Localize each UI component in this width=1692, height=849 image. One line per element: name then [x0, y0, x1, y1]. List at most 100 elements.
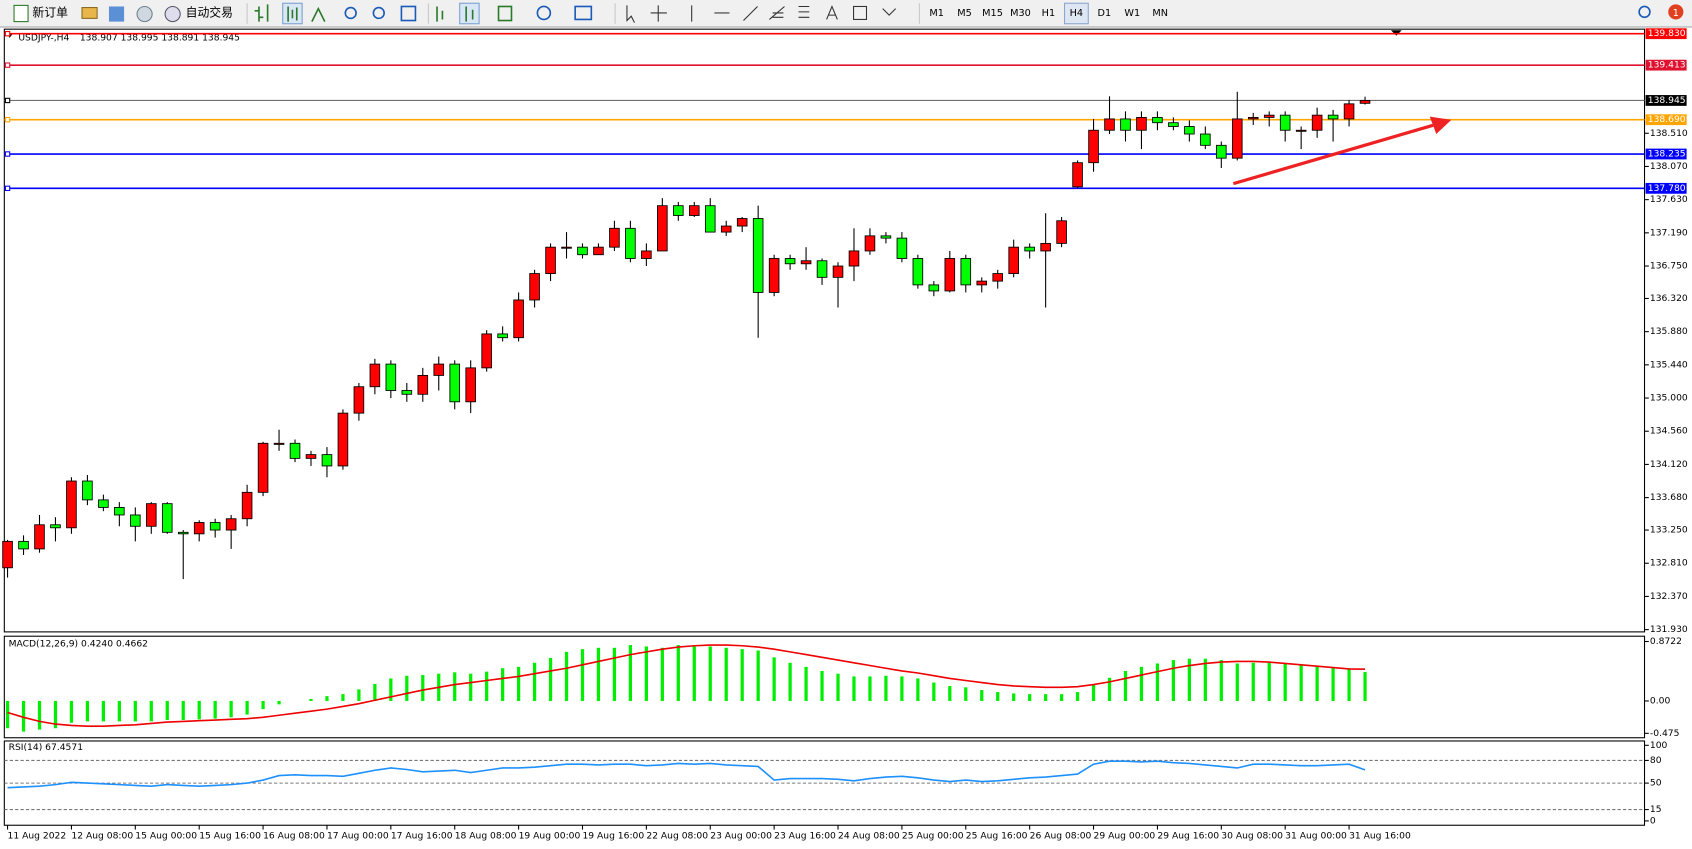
tool-icons[interactable]	[254, 2, 593, 25]
icon[interactable]	[287, 6, 298, 22]
signal-line	[7, 644, 1366, 727]
y-tick-label: 100	[1650, 740, 1668, 751]
icon[interactable]	[311, 6, 326, 22]
icon[interactable]	[436, 6, 444, 22]
candle-body	[433, 363, 445, 376]
candle-body	[673, 205, 684, 216]
y-tick-label: 131.930	[1650, 624, 1688, 635]
candle-body	[784, 258, 796, 265]
notification-count[interactable]: 1	[1673, 8, 1679, 19]
candle-body	[241, 491, 253, 520]
candle-body	[257, 442, 269, 493]
candle-body	[1200, 133, 1211, 146]
candle-body	[976, 280, 988, 286]
cursor-icon[interactable]	[626, 5, 635, 23]
candle-body	[1343, 103, 1355, 120]
candle-body	[18, 540, 29, 550]
timeframe-button[interactable]: W1	[1124, 8, 1140, 19]
auto-trading-button[interactable]: 自动交易	[186, 5, 233, 19]
indicator-title: MACD(12,26,9) 0.4240 0.4662	[9, 638, 148, 649]
icon[interactable]	[372, 6, 385, 20]
candle-body	[657, 205, 668, 252]
active-timeframe[interactable]	[1063, 2, 1089, 25]
candle-body	[465, 367, 476, 403]
icon[interactable]	[136, 5, 153, 23]
candle-body	[816, 260, 828, 278]
candle-body	[481, 333, 492, 369]
timeframe-button[interactable]: M15	[982, 8, 1003, 19]
candle-body	[880, 235, 892, 239]
level-anchor	[4, 97, 11, 104]
candle-body	[641, 250, 652, 259]
timeframe-button[interactable]: H1	[1042, 8, 1055, 19]
candle-body	[912, 258, 924, 286]
new-order-icon[interactable]	[13, 4, 29, 23]
y-tick-label: -0.475	[1650, 728, 1680, 739]
candle-body	[369, 363, 381, 388]
x-tick-label: 17 Aug 16:00	[391, 831, 453, 842]
candle-body	[1024, 246, 1035, 252]
x-tick-label: 26 Aug 08:00	[1030, 831, 1092, 842]
candle-body	[1311, 114, 1323, 131]
auto-trading-icon[interactable]	[164, 5, 181, 23]
shapes-icon[interactable]	[882, 8, 897, 16]
candle-body	[1088, 129, 1099, 164]
timeframe-button[interactable]: D1	[1098, 8, 1112, 19]
y-tick-label: 135.440	[1650, 359, 1688, 370]
icon[interactable]	[574, 5, 593, 21]
rsi-line	[7, 760, 1366, 789]
candle-body	[177, 531, 189, 535]
level-label: 138.235	[1648, 149, 1686, 160]
icon[interactable]	[465, 6, 474, 22]
x-tick-label: 29 Aug 16:00	[1157, 831, 1219, 842]
icon[interactable]	[536, 5, 552, 21]
y-tick-label: 133.680	[1650, 492, 1688, 503]
draw-tools[interactable]	[626, 5, 897, 23]
candle-body	[193, 522, 205, 535]
y-tick-label: 138.070	[1650, 161, 1688, 172]
icon[interactable]	[400, 5, 417, 22]
new-order-button[interactable]: 新订单	[32, 5, 68, 19]
candle-body	[720, 225, 732, 233]
candle-body	[704, 205, 716, 233]
icon[interactable]	[254, 4, 269, 22]
timeframe-button[interactable]: M30	[1010, 8, 1031, 19]
level-anchor	[4, 30, 11, 37]
candle-body	[625, 227, 636, 259]
label-icon[interactable]	[853, 5, 868, 20]
notification-badge[interactable]	[1668, 4, 1684, 20]
candle-body	[513, 299, 524, 339]
candle-body	[1327, 114, 1339, 120]
x-tick-label: 29 Aug 00:00	[1094, 831, 1156, 842]
chart-title: USDJPY-,H4	[18, 32, 69, 43]
timeframe-button[interactable]: M5	[957, 8, 972, 19]
candle-body	[944, 258, 956, 292]
x-tick-label: 24 Aug 08:00	[838, 831, 900, 842]
separators	[246, 3, 920, 24]
candle-body	[161, 503, 173, 533]
fibo-icon[interactable]	[798, 5, 810, 18]
candle-body	[752, 218, 764, 293]
text-icon[interactable]	[826, 5, 838, 20]
icon[interactable]	[344, 6, 357, 20]
y-tick-label: 138.510	[1650, 128, 1688, 139]
candle-body	[273, 442, 285, 445]
timeframe-button[interactable]: M1	[929, 8, 944, 19]
candle-body	[2, 540, 13, 569]
candle-body	[417, 374, 429, 395]
channel-icon[interactable]	[769, 6, 785, 20]
trendline-icon[interactable]	[743, 6, 758, 21]
icon[interactable]	[108, 6, 125, 22]
crosshair-icon[interactable]	[650, 5, 667, 22]
x-tick-label: 15 Aug 16:00	[199, 831, 261, 842]
x-tick-label: 15 Aug 00:00	[135, 831, 197, 842]
search-icon[interactable]	[1638, 5, 1651, 19]
timeframe-button[interactable]: MN	[1152, 8, 1168, 19]
icon[interactable]	[81, 7, 98, 19]
icon[interactable]	[459, 2, 480, 25]
x-tick-label: 31 Aug 16:00	[1349, 831, 1411, 842]
timeframe-button[interactable]: H4	[1070, 8, 1083, 19]
candle-body	[1120, 118, 1131, 131]
icon[interactable]	[497, 5, 513, 22]
